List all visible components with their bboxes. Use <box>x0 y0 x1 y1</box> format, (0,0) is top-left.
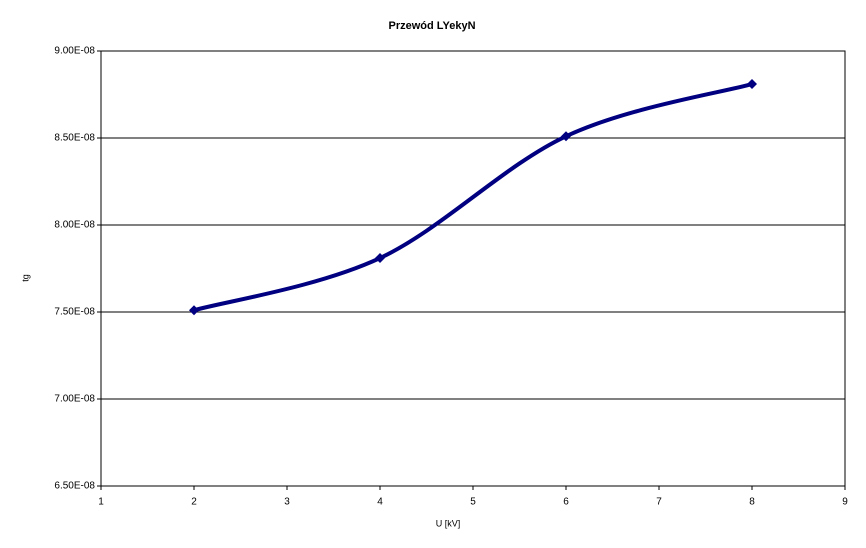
data-line <box>193 82 753 313</box>
data-point <box>375 253 385 264</box>
y-tick-label: 7.50E-08 <box>54 307 95 318</box>
x-tick-label: 6 <box>563 497 569 508</box>
x-tick-label: 8 <box>749 497 755 508</box>
x-tick-label: 4 <box>377 497 383 508</box>
x-tick-label: 3 <box>284 497 290 508</box>
x-tick-label: 1 <box>98 497 104 508</box>
data-point <box>747 79 757 90</box>
x-tick-label: 7 <box>656 497 662 508</box>
x-tick-label: 5 <box>470 497 476 508</box>
x-axis-label: U [kV] <box>436 518 461 528</box>
plot-area <box>100 50 846 487</box>
data-point <box>561 131 571 142</box>
x-tick-label: 9 <box>842 497 848 508</box>
y-tick-label: 7.00E-08 <box>54 394 95 405</box>
data-point <box>189 305 199 316</box>
chart-title: Przewód LYekyN <box>388 20 475 32</box>
y-tick-label: 6.50E-08 <box>54 481 95 492</box>
y-tick-label: 8.50E-08 <box>54 133 95 144</box>
y-tick-label: 9.00E-08 <box>54 46 95 57</box>
x-tick-label: 2 <box>191 497 197 508</box>
y-tick-label: 8.00E-08 <box>54 220 95 231</box>
y-axis-label: tg <box>20 274 30 282</box>
